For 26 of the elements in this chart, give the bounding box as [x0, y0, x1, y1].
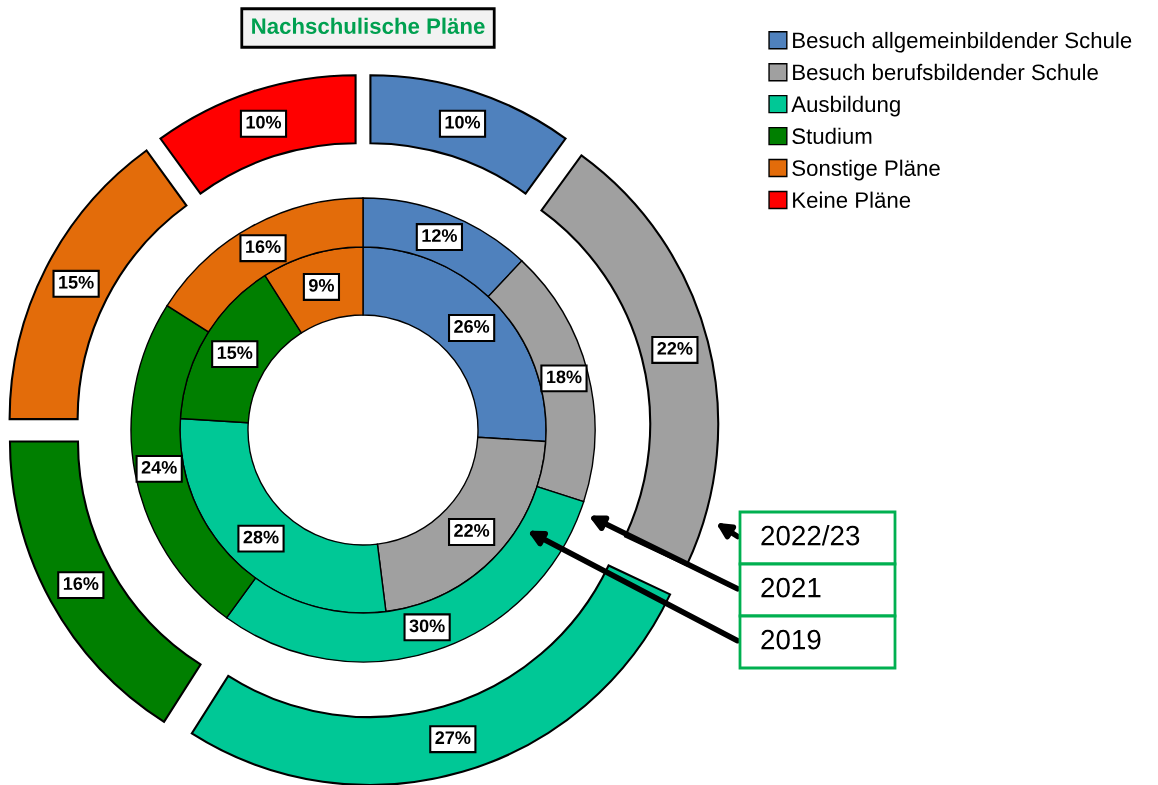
- data-label: 27%: [435, 731, 471, 745]
- slice-label: 2019: [761, 629, 821, 650]
- legend-label: 2022/23: [761, 525, 860, 546]
- data-label: 26%: [454, 320, 490, 333]
- data-label: 30%: [409, 619, 445, 633]
- data-label: 22%: [657, 341, 693, 355]
- legend-label: Besuch allgemeinbildender Schule: [793, 31, 1132, 53]
- data-label: 16%: [63, 577, 99, 590]
- legend-label: Keine Pläne: [793, 191, 911, 208]
- data-label: 22%: [454, 524, 490, 537]
- data-label: 9%: [309, 278, 334, 292]
- slice-label: 2021: [761, 577, 821, 598]
- data-label: 15%: [59, 275, 94, 289]
- data-label: 18%: [547, 370, 582, 384]
- data-label: 28%: [243, 530, 279, 544]
- legend-label: Sonstige Pläne: [792, 159, 940, 181]
- data-label: 12%: [422, 229, 457, 242]
- chart-title: Nachschulische Pläne: [252, 17, 485, 34]
- data-label: 10%: [246, 115, 282, 129]
- legend-label: Studium: [792, 127, 872, 145]
- data-label: 10%: [445, 115, 481, 129]
- data-label: 15%: [217, 346, 253, 359]
- data-label: 24%: [141, 460, 177, 474]
- data-label: 16%: [246, 240, 281, 254]
- legend-label: Ausbildung: [791, 95, 900, 117]
- legend-label: Besuch berufsbildender Schule: [793, 63, 1098, 81]
